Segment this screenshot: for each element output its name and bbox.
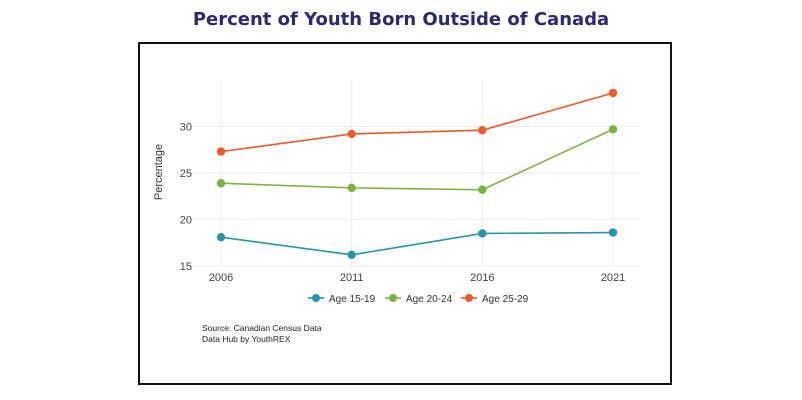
chart-frame	[138, 42, 672, 385]
series	[216, 88, 618, 260]
source-line: Source: Canadian Census Data	[202, 323, 322, 333]
legend: Age 15-19 Age 20-24 Age 25-29	[308, 294, 529, 305]
data-point	[216, 147, 226, 156]
x-tick-label: 2016	[470, 272, 494, 284]
data-point	[608, 88, 618, 98]
y-tick-label: 20	[180, 215, 192, 227]
data-point	[608, 228, 618, 237]
data-point	[347, 129, 356, 139]
data-point	[608, 125, 618, 134]
data-point	[347, 183, 356, 193]
axis-ticks: 15 20 25 30 2006 2011 2016 2021	[180, 122, 625, 285]
legend-label: Age 25-29	[482, 294, 529, 305]
data-point	[347, 250, 356, 260]
legend-label: Age 15-19	[329, 294, 376, 305]
source-credit: Data Hub by YouthREX	[202, 334, 291, 344]
page-title: Percent of Youth Born Outside of Canada	[192, 9, 610, 30]
series-line	[220, 128, 614, 191]
data-point	[478, 126, 487, 135]
y-axis-title: Percentage	[153, 144, 165, 200]
x-tick-label: 2006	[209, 272, 233, 284]
y-tick-label: 30	[180, 122, 192, 134]
series-line	[220, 92, 614, 153]
source-note: Source: Canadian Census Data Data Hub by…	[202, 323, 322, 345]
series-line	[220, 231, 614, 256]
legend-swatch-dot	[465, 294, 473, 302]
legend-swatch-dot	[312, 294, 320, 302]
legend-swatch-dot	[389, 294, 397, 302]
data-point	[216, 232, 226, 242]
legend-label: Age 20-24	[406, 294, 453, 305]
x-tick-label: 2021	[601, 272, 625, 284]
y-tick-label: 25	[180, 168, 192, 180]
data-point	[478, 185, 487, 194]
x-tick-label: 2011	[340, 272, 364, 284]
gridlines	[186, 80, 641, 267]
y-tick-label: 15	[180, 261, 192, 273]
data-point	[216, 179, 226, 188]
data-point	[478, 229, 487, 238]
